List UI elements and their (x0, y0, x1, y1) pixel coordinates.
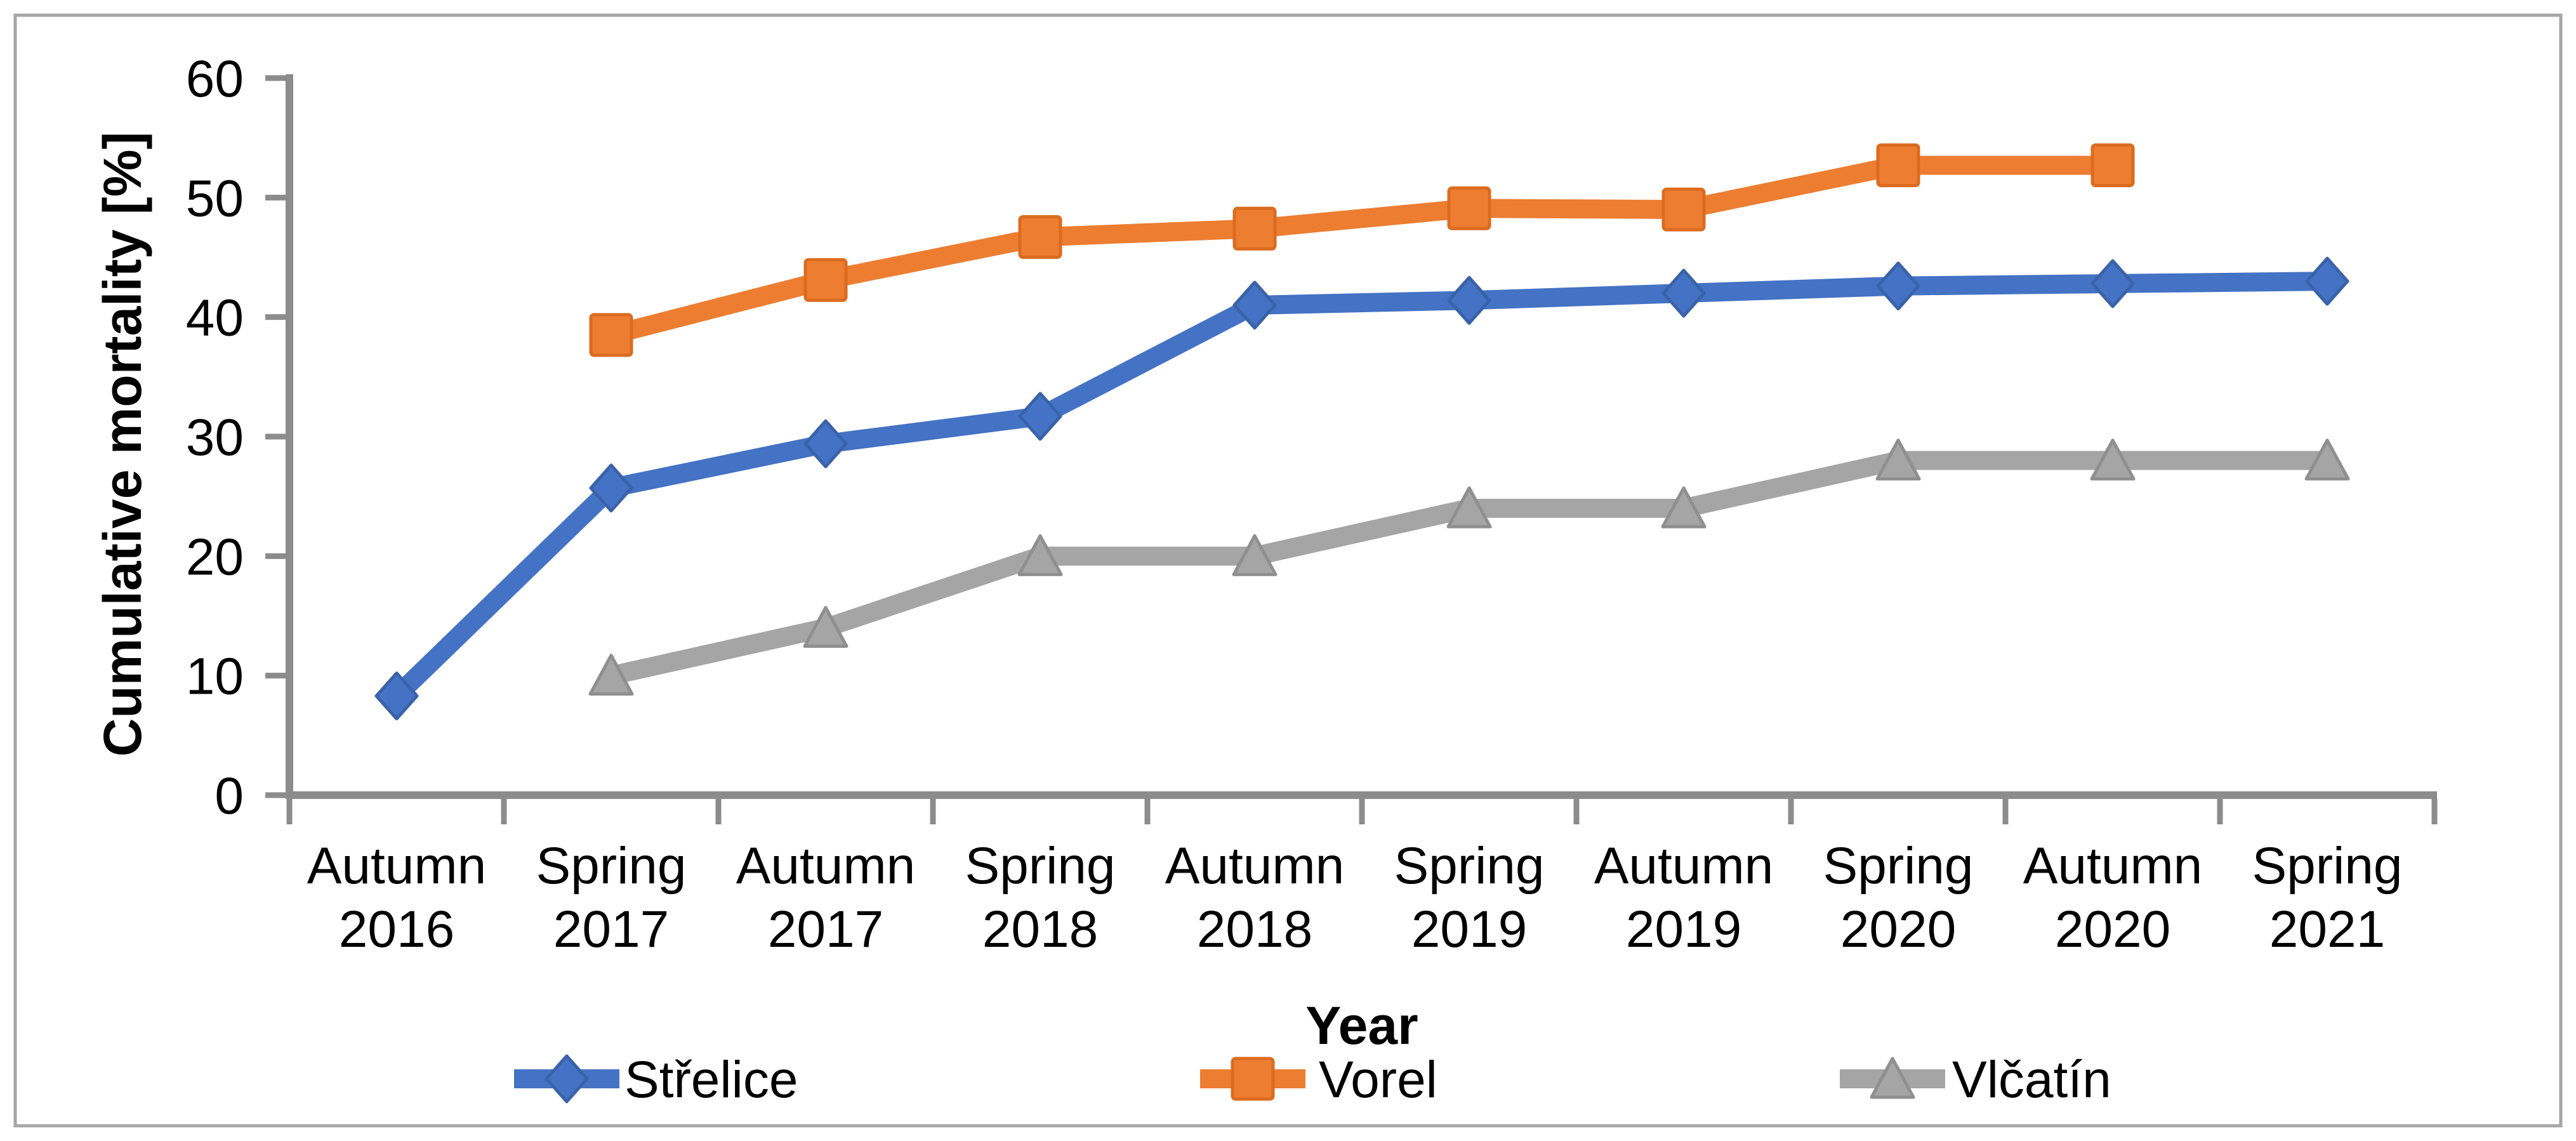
x-category-label: Spring 2020 (1823, 837, 1973, 958)
y-tick-label: 20 (186, 528, 244, 586)
series-line-vorel (602, 155, 2122, 345)
data-point-diamond (374, 671, 419, 721)
data-point-diamond (1018, 392, 1062, 441)
data-point-triangle (2090, 439, 2136, 481)
data-point-triangle (1232, 534, 1278, 576)
data-point-square (1447, 186, 1491, 230)
y-tick-label: 0 (215, 767, 244, 825)
data-point-diamond (1661, 268, 1706, 318)
data-point-triangle (803, 605, 849, 648)
x-category-label: Spring 2017 (536, 837, 686, 958)
legend-label: Střelice (624, 1051, 798, 1109)
y-tick-label: 30 (186, 409, 244, 466)
legend-label: Vlčatín (1952, 1051, 2111, 1109)
x-axis-title: Year (1305, 996, 1418, 1055)
data-point-square (1876, 143, 1920, 187)
data-point-square (1232, 206, 1277, 251)
data-point-square (1661, 187, 1706, 232)
data-point-square (2091, 143, 2135, 187)
y-tick-label: 60 (186, 50, 244, 108)
data-point-diamond (803, 419, 848, 468)
x-category-label: Autumn 2020 (2023, 837, 2203, 958)
data-point-square (1018, 214, 1062, 259)
x-category-label: Autumn 2019 (1594, 837, 1774, 958)
data-point-diamond (2091, 259, 2135, 308)
data-point-triangle (1446, 486, 1492, 529)
data-point-diamond (1232, 280, 1277, 330)
data-point-triangle (1017, 534, 1063, 576)
data-point-diamond (589, 463, 633, 513)
y-tick-label: 40 (186, 289, 244, 347)
data-point-triangle (2304, 439, 2350, 481)
series-line-střelice (387, 272, 2337, 706)
x-category-label: Spring 2018 (965, 837, 1115, 958)
data-point-triangle (588, 654, 634, 696)
x-category-label: Spring 2019 (1394, 837, 1544, 958)
x-category-label: Spring 2021 (2252, 837, 2402, 958)
data-point-square (803, 258, 848, 302)
data-point-diamond (545, 1054, 589, 1104)
x-category-label: Autumn 2017 (736, 837, 916, 958)
x-category-label: Autumn 2018 (1165, 837, 1345, 958)
data-point-diamond (2305, 256, 2349, 306)
legend-label: Vorel (1319, 1051, 1437, 1109)
data-point-triangle (1661, 486, 1707, 529)
y-tick-label: 50 (186, 169, 244, 227)
y-axis-title: Cumulative mortality [%] (93, 132, 152, 757)
data-point-diamond (1876, 261, 1920, 311)
figure-border (13, 13, 2563, 1128)
data-point-diamond (1447, 275, 1491, 325)
data-point-triangle (1875, 439, 1921, 481)
data-point-square (1231, 1057, 1275, 1101)
data-point-triangle (1870, 1057, 1915, 1099)
y-tick-label: 10 (186, 648, 244, 706)
data-point-square (589, 313, 633, 357)
x-category-label: Autumn 2016 (307, 837, 487, 958)
